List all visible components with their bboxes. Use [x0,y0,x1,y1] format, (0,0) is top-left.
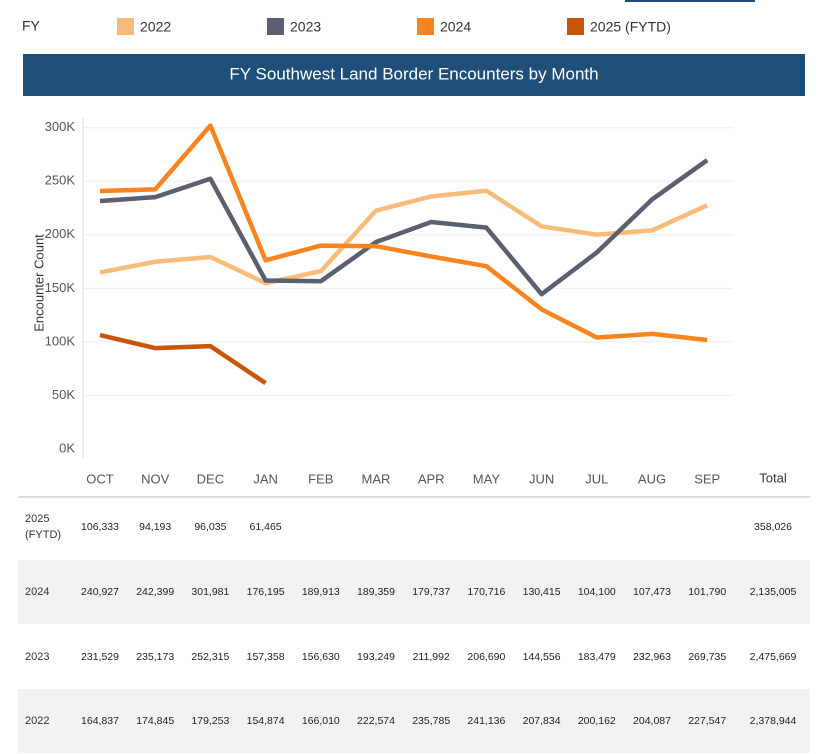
y-tick-label: 200K [45,226,76,241]
row-label: 2025 (FYTD) [25,513,61,541]
row-label: 2024 [25,586,49,598]
legend-label: 2023 [290,19,321,35]
y-tick-label: 250K [45,173,76,188]
x-tick-label: DEC [197,471,224,486]
table-cell: 235,785 [412,715,450,727]
legend-swatch [567,18,584,35]
table-cell: 240,927 [81,586,119,598]
legend-title: FY [22,18,41,34]
row-label: 2023 [25,651,49,663]
table-cell: 207,834 [523,715,561,727]
legend-label: 2025 (FYTD) [590,19,671,35]
x-tick-label: MAY [473,471,501,486]
series-line [99,123,708,343]
table-cell: 227,547 [688,715,726,727]
y-tick-label: 50K [52,387,75,402]
table-cell: 164,837 [81,715,119,727]
legend-label: 2024 [440,19,471,35]
y-tick-label: 150K [45,280,76,295]
table-cell: 211,992 [413,651,450,663]
x-tick-label: NOV [141,471,170,486]
table-cell: 200,162 [578,715,616,727]
table-cell: 176,195 [247,586,285,598]
table-total: 2,135,005 [750,586,797,598]
legend-swatch [117,18,134,35]
y-tick-label: 100K [45,333,76,348]
table-cell: 189,913 [302,586,340,598]
table-cell: 183,479 [578,651,616,663]
x-tick-label: JUN [529,471,554,486]
x-tick-label: FEB [308,471,333,486]
table-cell: 206,690 [467,651,505,663]
table-cell: 204,087 [633,715,671,727]
x-tick-label: SEP [694,471,720,486]
table-total: 2,475,669 [750,651,797,663]
table-cell: 193,249 [357,651,395,663]
series-line [99,332,267,386]
table-cell: 130,415 [523,586,561,598]
table-cell: 144,556 [523,651,561,663]
legend-swatch [417,18,434,35]
table-cell: 179,737 [412,586,450,598]
table-cell: 235,173 [136,651,174,663]
table-cell: 157,358 [247,651,285,663]
x-tick-label: JUL [585,471,608,486]
table-cell: 174,845 [136,715,174,727]
chart-title: FY Southwest Land Border Encounters by M… [229,64,598,83]
table-cell: 166,010 [302,715,340,727]
table-cell: 170,716 [467,586,505,598]
series-line [99,158,709,297]
table-total: 358,026 [754,521,792,533]
x-tick-label: APR [418,471,445,486]
row-bg [18,560,810,624]
table-total: 2,378,944 [750,715,797,727]
x-tick-label: MAR [362,471,391,486]
table-cell: 94,193 [139,521,171,533]
table-cell: 179,253 [191,715,229,727]
table-cell: 301,981 [191,586,229,598]
table-cell: 269,735 [688,651,726,663]
total-header: Total [759,470,787,485]
table-cell: 154,874 [247,715,285,727]
y-tick-label: 0K [59,440,75,455]
table-cell: 61,465 [250,521,282,533]
table-cell: 156,630 [302,651,340,663]
x-tick-label: JAN [253,471,278,486]
table-cell: 107,473 [633,586,671,598]
table-cell: 242,399 [136,586,174,598]
x-tick-label: OCT [86,471,114,486]
row-label: 2022 [25,715,49,727]
table-cell: 232,963 [633,651,671,663]
table-cell: 222,574 [357,715,395,727]
title-bar [23,54,805,96]
y-axis-label: Encounter Count [31,234,46,332]
legend-swatch [267,18,284,35]
legend-label: 2022 [140,19,171,35]
table-cell: 104,100 [578,586,616,598]
y-tick-label: 300K [45,119,76,134]
table-cell: 252,315 [191,651,229,663]
table-cell: 96,035 [194,521,226,533]
table-cell: 231,529 [81,651,119,663]
series-line [99,188,709,286]
x-tick-label: AUG [638,471,666,486]
top-accent [625,0,755,2]
row-bg [18,689,810,753]
table-cell: 189,359 [357,586,395,598]
table-cell: 106,333 [81,521,119,533]
table-cell: 241,136 [467,715,505,727]
table-cell: 101,790 [688,586,726,598]
